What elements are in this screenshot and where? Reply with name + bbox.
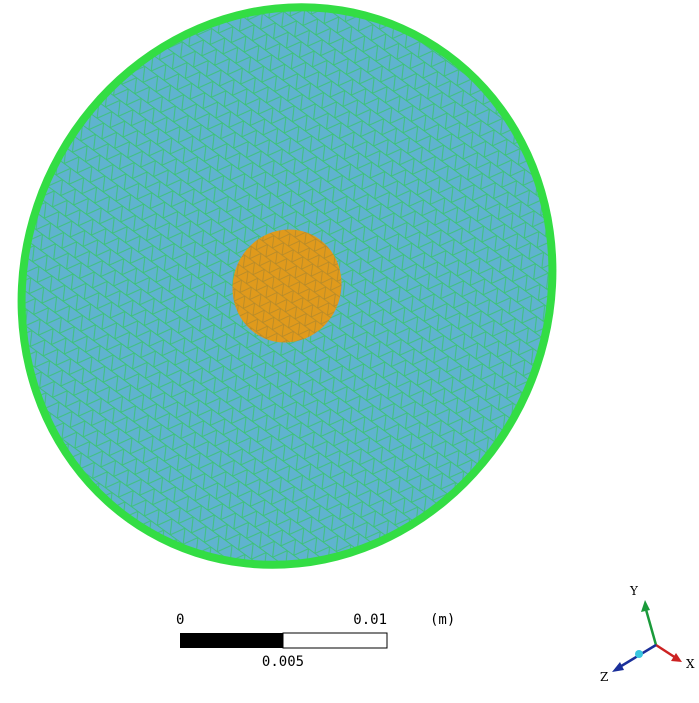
origin-ball	[635, 650, 643, 658]
scale-bar-black	[180, 633, 283, 648]
y-arrowhead	[641, 600, 650, 612]
y-axis-arrow	[645, 606, 656, 645]
scale-bar-white	[283, 633, 387, 648]
viewport: 0 0.01 (m) 0.005 Y X Z	[0, 0, 699, 703]
page: 0 0.01 (m) 0.005 Y X Z (() => { const da…	[0, 0, 699, 703]
mesh-body	[0, 0, 646, 655]
scale-unit: (m)	[430, 612, 455, 628]
scale-end: 0.01	[353, 612, 387, 628]
scale-start: 0	[176, 612, 184, 628]
scale-middle: 0.005	[262, 654, 304, 670]
z-arrowhead	[612, 662, 624, 672]
axis-triad: Y X Z	[600, 584, 695, 684]
x-axis-label: X	[686, 657, 695, 671]
x-axis-arrow	[656, 645, 676, 658]
z-axis-label: Z	[600, 670, 608, 684]
scale-bar: 0 0.01 (m) 0.005	[176, 612, 455, 670]
y-axis-label: Y	[629, 584, 639, 598]
